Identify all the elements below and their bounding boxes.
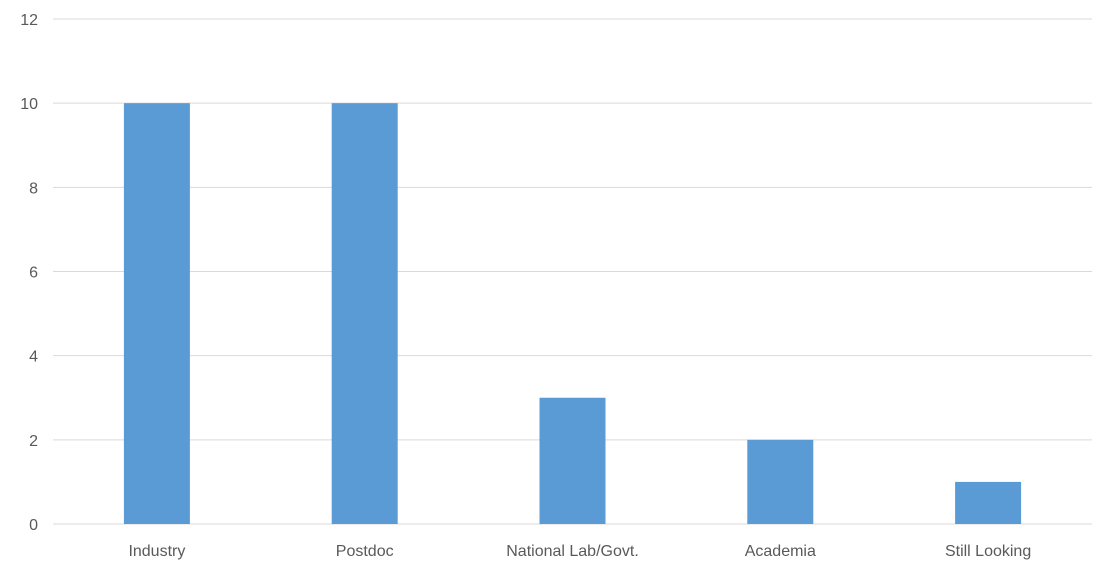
bar-3 [747, 439, 814, 524]
bars [123, 103, 1022, 525]
y-tick-label: 2 [29, 433, 38, 450]
bar-1 [331, 103, 398, 525]
bar-2 [539, 397, 606, 524]
x-tick-label: Industry [128, 543, 185, 560]
y-axis-tick-labels: 0 2 4 6 8 10 12 [20, 12, 38, 534]
y-tick-label: 10 [20, 96, 38, 113]
x-tick-label: Academia [745, 543, 816, 560]
x-tick-label: National Lab/Govt. [506, 543, 639, 560]
y-tick-label: 0 [29, 517, 38, 534]
x-tick-label: Still Looking [945, 543, 1031, 560]
gridlines [53, 18, 1092, 525]
bar-0 [123, 103, 190, 525]
y-tick-label: 12 [20, 12, 38, 29]
y-tick-label: 4 [29, 349, 38, 366]
x-tick-label: Postdoc [336, 543, 394, 560]
y-tick-label: 6 [29, 265, 38, 282]
bar-4 [955, 481, 1022, 524]
x-axis-tick-labels: Industry Postdoc National Lab/Govt. Academi… [128, 543, 1031, 560]
y-tick-label: 8 [29, 180, 38, 197]
